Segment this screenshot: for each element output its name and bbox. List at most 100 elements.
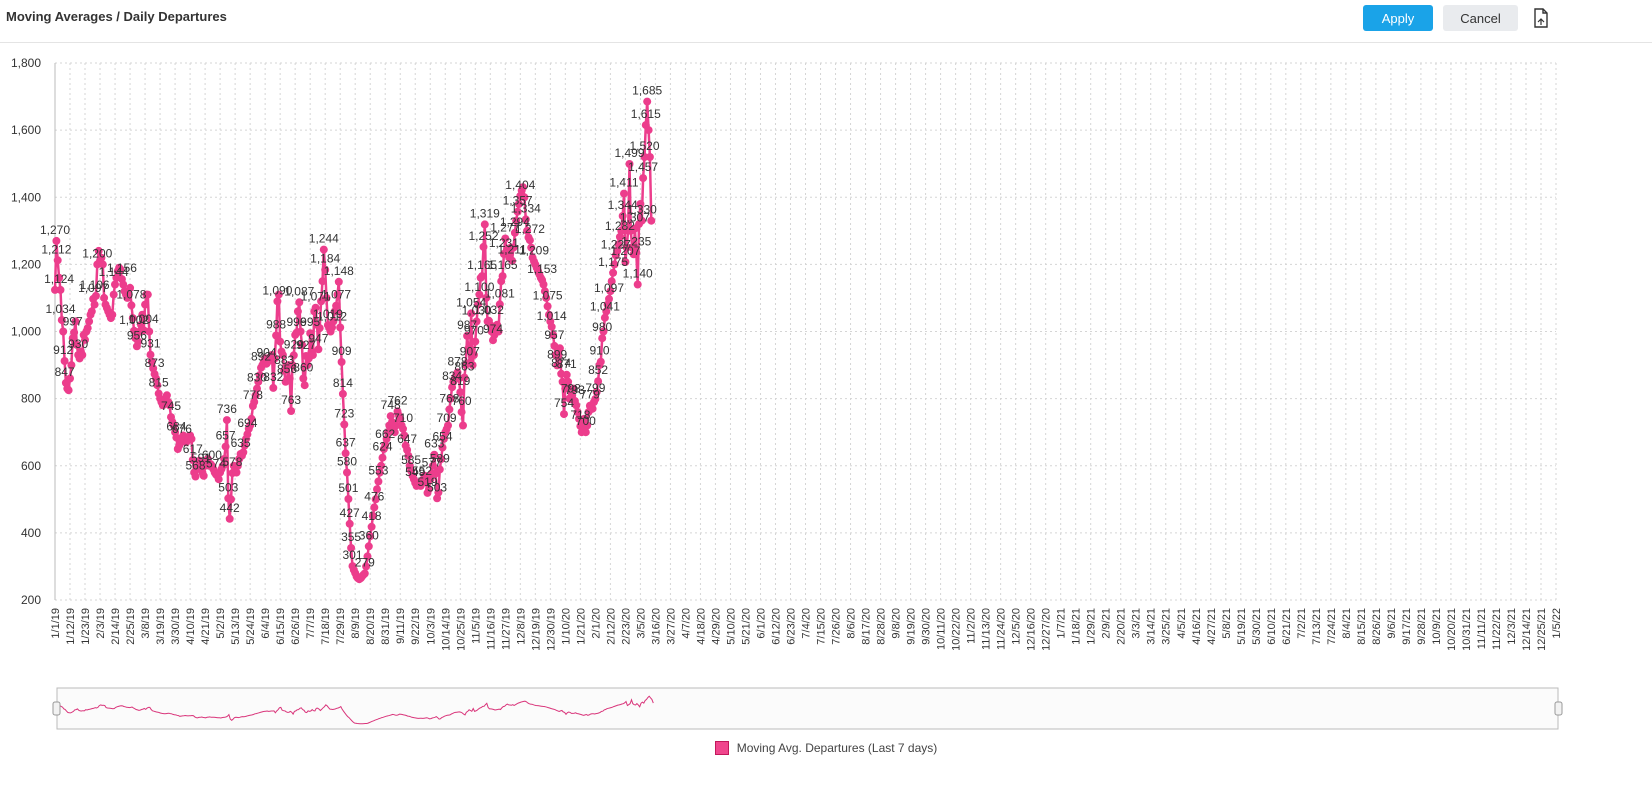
data-point <box>429 461 437 470</box>
data-point <box>329 317 338 326</box>
x-tick-label: 8/15/21 <box>1356 608 1368 645</box>
data-point <box>343 468 351 477</box>
data-point <box>468 361 477 370</box>
data-point <box>508 256 517 265</box>
data-point <box>188 456 197 464</box>
x-tick-label: 10/22/20 <box>951 608 963 651</box>
x-tick-label: 1/23/19 <box>80 608 92 645</box>
data-label: 987 <box>457 318 477 332</box>
x-tick-label: 3/19/19 <box>155 608 167 645</box>
data-label: 700 <box>576 414 596 428</box>
x-tick-label: 5/10/20 <box>725 608 737 645</box>
data-label: 1,252 <box>468 229 498 243</box>
data-label: 779 <box>580 388 600 402</box>
x-tick-label: 2/20/21 <box>1116 608 1128 645</box>
x-tick-label: 9/11/19 <box>395 608 407 644</box>
data-label: 657 <box>216 429 236 443</box>
data-label: 501 <box>338 481 358 495</box>
apply-button[interactable]: Apply <box>1363 5 1433 31</box>
navigator-frame <box>56 687 1559 730</box>
y-tick-label: 1,000 <box>11 325 41 339</box>
data-label: 1,054 <box>456 295 486 309</box>
data-point <box>253 384 261 393</box>
data-point <box>453 368 462 377</box>
data-point <box>478 272 487 281</box>
range-navigator[interactable] <box>52 687 1563 730</box>
x-tick-label: 1/21/20 <box>575 608 587 645</box>
data-label: 1,344 <box>608 198 638 212</box>
navigator-series-line <box>56 695 654 725</box>
data-point <box>274 290 283 299</box>
x-tick-label: 12/3/21 <box>1506 608 1518 645</box>
data-label: 819 <box>450 374 470 388</box>
x-tick-label: 2/23/20 <box>620 608 632 645</box>
x-tick-label: 10/31/21 <box>1461 608 1473 651</box>
x-tick-label: 11/13/20 <box>981 608 993 650</box>
x-tick-label: 7/13/21 <box>1311 608 1323 645</box>
data-label: 503 <box>218 480 238 494</box>
data-point <box>644 126 653 135</box>
x-tick-label: 12/19/19 <box>530 608 542 651</box>
data-label: 694 <box>237 416 257 430</box>
x-tick-label: 3/8/19 <box>140 608 152 639</box>
data-point <box>147 357 156 366</box>
data-point <box>246 421 255 430</box>
data-point <box>138 310 147 319</box>
data-label: 1,270 <box>40 223 70 237</box>
legend[interactable]: Moving Avg. Departures (Last 7 days) <box>0 741 1652 755</box>
data-point <box>494 327 503 336</box>
data-label: 931 <box>140 337 160 351</box>
x-tick-label: 3/16/20 <box>650 608 662 645</box>
data-point <box>464 344 473 353</box>
data-label: 1,330 <box>627 203 657 217</box>
data-point <box>622 243 631 252</box>
data-point <box>561 384 570 393</box>
data-point <box>94 246 103 255</box>
data-label: 568 <box>185 459 205 473</box>
data-label: 1,212 <box>41 242 71 256</box>
data-label: 1,144 <box>99 265 129 279</box>
document-export-icon[interactable] <box>1532 8 1550 28</box>
data-label: 1,411 <box>609 176 638 190</box>
data-point <box>555 344 564 353</box>
x-tick-label: 5/8/21 <box>1221 608 1233 639</box>
data-point <box>378 453 387 462</box>
series-points <box>51 97 656 584</box>
data-label: 995 <box>300 315 320 329</box>
data-label: 1,071 <box>301 290 331 304</box>
x-tick-label: 1/18/21 <box>1071 608 1083 645</box>
data-point <box>344 495 353 503</box>
cancel-button[interactable]: Cancel <box>1443 5 1518 31</box>
data-point <box>512 216 521 225</box>
x-tick-label: 9/6/21 <box>1386 608 1398 639</box>
data-point <box>594 377 603 386</box>
data-point <box>239 448 248 457</box>
data-point <box>581 428 590 437</box>
x-tick-label: 7/2/21 <box>1296 608 1308 639</box>
data-label: 745 <box>161 399 181 413</box>
x-tick-label: 6/1/20 <box>755 608 767 639</box>
x-tick-label: 11/27/19 <box>500 608 512 650</box>
data-label: 600 <box>202 448 222 462</box>
data-label: 899 <box>547 347 567 361</box>
x-tick-label: 7/4/20 <box>801 608 813 639</box>
x-tick-label: 9/28/21 <box>1416 608 1428 645</box>
x-tick-label: 6/26/19 <box>290 608 302 645</box>
x-tick-label: 9/8/20 <box>891 608 903 639</box>
data-point <box>280 366 289 375</box>
data-label: 1,499 <box>614 146 644 160</box>
data-point <box>225 514 234 523</box>
data-point <box>109 290 118 299</box>
data-label: 279 <box>355 556 375 570</box>
data-point <box>322 293 331 302</box>
data-label: 519 <box>417 475 437 489</box>
data-point <box>333 290 342 299</box>
data-label: 1,685 <box>632 84 662 98</box>
data-label: 874 <box>551 356 571 370</box>
data-point <box>501 234 510 243</box>
data-label: 1,148 <box>324 264 354 278</box>
data-point <box>463 331 472 340</box>
data-point <box>637 216 646 225</box>
data-label: 1,165 <box>467 258 497 272</box>
data-point <box>606 287 615 296</box>
